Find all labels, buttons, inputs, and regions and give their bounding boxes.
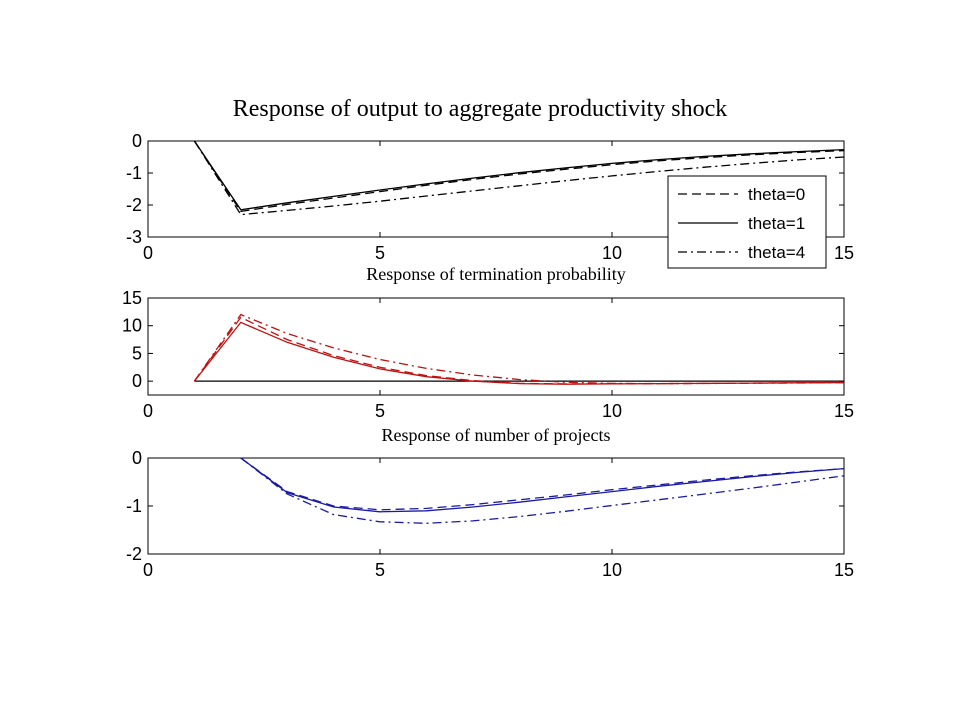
series-line-theta-0-projects <box>240 457 845 511</box>
x-tick-label: 5 <box>375 243 385 263</box>
x-tick-label: 15 <box>834 243 854 263</box>
x-tick-label: 10 <box>602 243 622 263</box>
plot-frame-termination <box>147 297 845 396</box>
legend-label: theta=0 <box>748 185 805 204</box>
y-tick-label: 0 <box>132 448 142 468</box>
x-tick-label: 5 <box>375 401 385 421</box>
series-line-theta-0-output <box>193 140 845 213</box>
x-tick-label: 0 <box>143 243 153 263</box>
legend-box <box>667 175 827 269</box>
x-tick-label: 0 <box>143 560 153 580</box>
legend-label: theta=1 <box>748 214 805 233</box>
series-line-theta-1-projects <box>240 457 845 513</box>
y-tick-label: 0 <box>132 371 142 391</box>
y-tick-label: 15 <box>122 288 142 308</box>
plot-frame-projects <box>147 457 845 555</box>
series-line-theta-4-projects <box>240 457 845 524</box>
chart-title-output: Response of output to aggregate producti… <box>232 96 728 122</box>
x-tick-label: 10 <box>602 401 622 421</box>
x-tick-label: 10 <box>602 560 622 580</box>
y-tick-label: -2 <box>126 195 142 215</box>
y-tick-label: -1 <box>126 163 142 183</box>
y-tick-label: 0 <box>132 131 142 151</box>
series-line-theta-4-termination <box>193 313 845 385</box>
legend-label: theta=4 <box>748 243 805 262</box>
chart-title-termination: Response of termination probability <box>366 264 626 284</box>
series-line-theta-1-output <box>193 140 845 211</box>
x-tick-label: 15 <box>834 560 854 580</box>
x-tick-label: 0 <box>143 401 153 421</box>
series-line-theta-4-output <box>193 140 845 216</box>
y-tick-label: 5 <box>132 343 142 363</box>
x-tick-label: 5 <box>375 560 385 580</box>
y-tick-label: -1 <box>126 496 142 516</box>
y-tick-label: -3 <box>126 227 142 247</box>
y-tick-label: 10 <box>122 316 142 336</box>
y-tick-label: -2 <box>126 544 142 564</box>
chart-title-projects: Response of number of projects <box>381 425 611 445</box>
x-tick-label: 15 <box>834 401 854 421</box>
